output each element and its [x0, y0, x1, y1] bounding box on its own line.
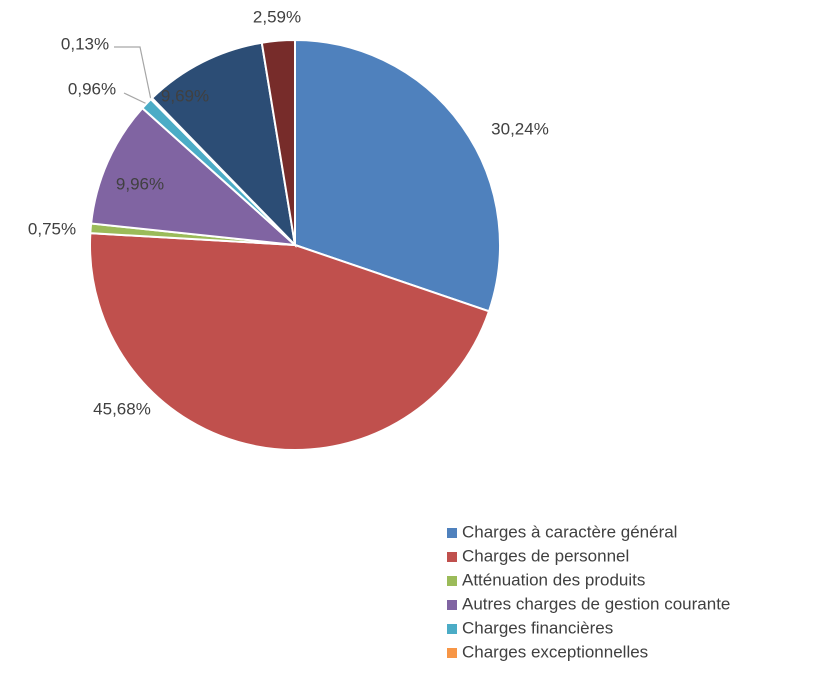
legend-swatch — [447, 624, 457, 634]
pie-slice — [89, 232, 491, 451]
leader-line — [123, 92, 148, 105]
data-label: 30,24% — [491, 119, 549, 138]
legend-swatch — [447, 576, 457, 586]
data-label: 2,59% — [253, 7, 301, 26]
data-label: 0,13% — [61, 34, 109, 53]
data-label: 45,68% — [93, 399, 151, 418]
legend-text: Charges exceptionnelles — [462, 642, 648, 661]
data-label: 9,69% — [161, 86, 209, 105]
pie-slice — [150, 41, 297, 248]
pie-slice — [90, 106, 298, 247]
legend-text: Autres charges de gestion courante — [462, 594, 730, 613]
data-label: 9,96% — [116, 174, 164, 193]
legend-swatch — [447, 528, 457, 538]
legend-swatch — [447, 600, 457, 610]
legend-text: Charges à caractère général — [462, 522, 677, 541]
legend-text: Charges financières — [462, 618, 613, 637]
legend-swatch — [447, 552, 457, 562]
legend-text: Charges de personnel — [462, 546, 629, 565]
leader-line — [114, 46, 152, 101]
legend-swatch — [447, 648, 457, 658]
legend-text: Atténuation des produits — [462, 570, 645, 589]
pie-slice — [260, 38, 296, 246]
pie-slice — [294, 38, 501, 313]
data-label: 0,75% — [28, 219, 76, 238]
data-label: 0,96% — [68, 79, 116, 98]
